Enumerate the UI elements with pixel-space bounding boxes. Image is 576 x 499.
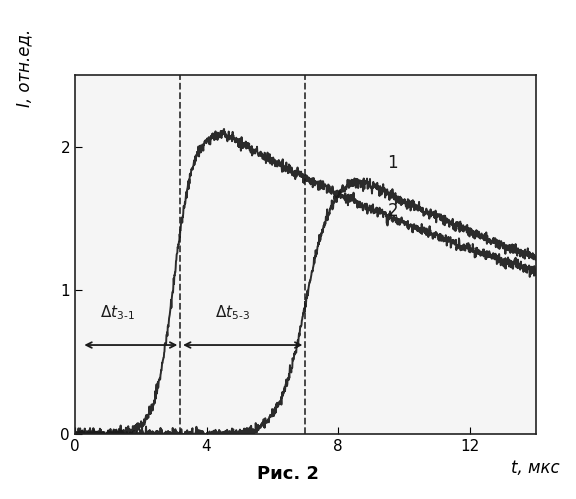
Text: $\Delta t_{5\text{-}3}$: $\Delta t_{5\text{-}3}$ xyxy=(215,303,251,322)
Text: Рис. 2: Рис. 2 xyxy=(257,465,319,483)
Text: $\Delta t_{3\text{-}1}$: $\Delta t_{3\text{-}1}$ xyxy=(100,303,135,322)
Text: 2: 2 xyxy=(388,202,398,220)
X-axis label: t, мкс: t, мкс xyxy=(511,459,560,477)
Text: 1: 1 xyxy=(388,154,398,172)
Y-axis label: I, отн.ед.: I, отн.ед. xyxy=(16,28,33,107)
